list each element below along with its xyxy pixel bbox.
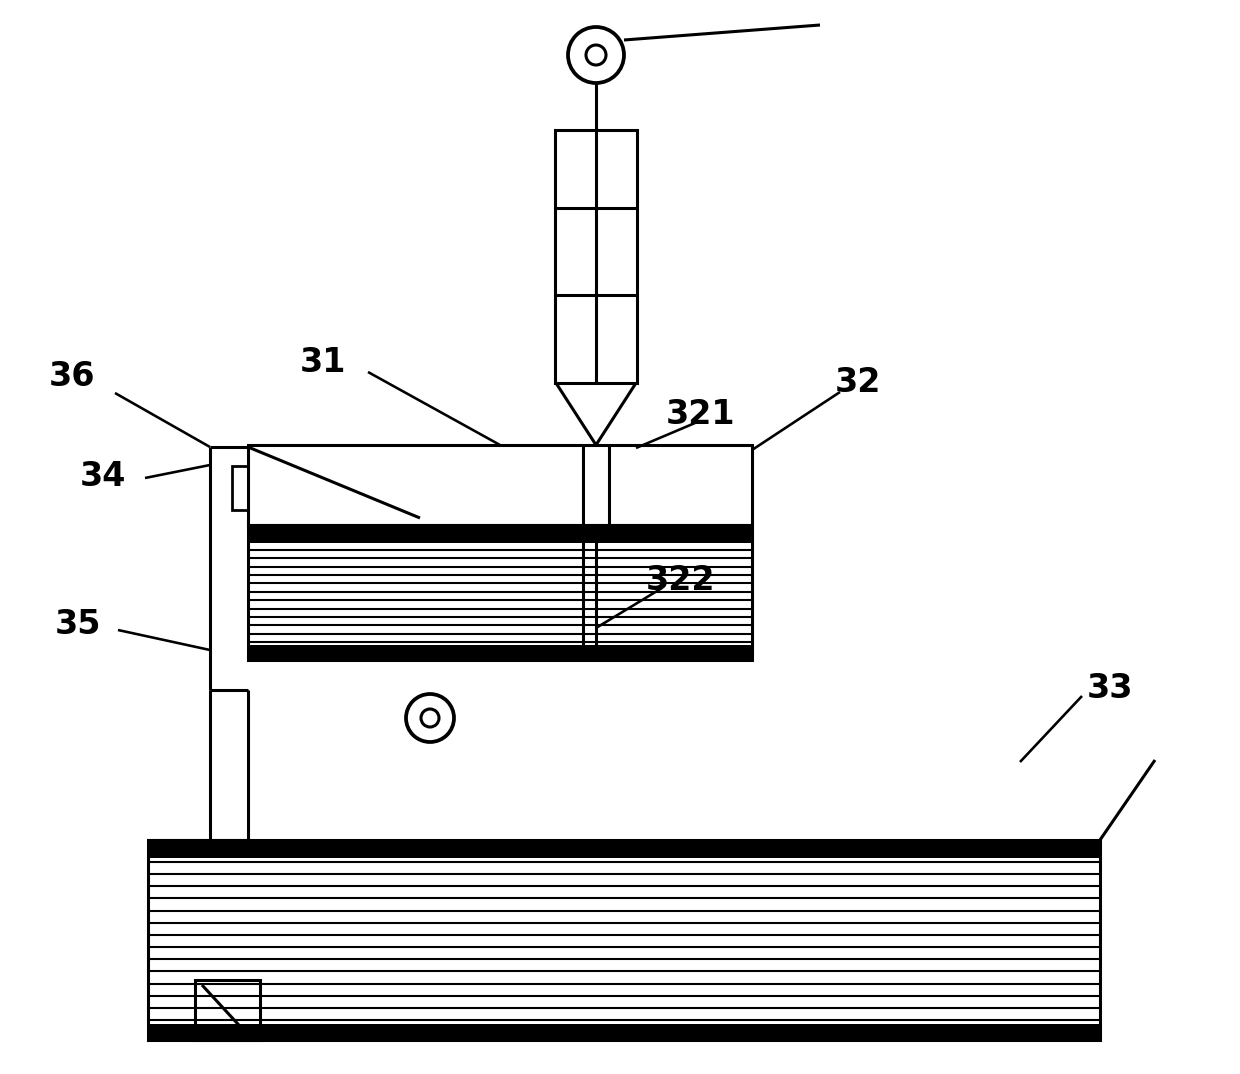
Text: 31: 31 (300, 346, 346, 378)
Bar (195, 979, 260, 1040)
Bar (248, 445, 751, 525)
Text: 33: 33 (1086, 671, 1133, 705)
Bar (148, 840, 1100, 1040)
Bar (556, 130, 637, 383)
Text: 321: 321 (665, 398, 735, 432)
Bar (148, 840, 1100, 858)
Text: 36: 36 (48, 361, 95, 393)
Bar (148, 1024, 1100, 1040)
Bar (248, 525, 751, 661)
Text: 34: 34 (79, 461, 126, 493)
Bar (232, 466, 248, 510)
Text: 35: 35 (55, 609, 102, 641)
Bar (248, 645, 751, 661)
Bar (248, 525, 751, 543)
Text: 32: 32 (835, 366, 882, 400)
Text: 322: 322 (645, 564, 714, 596)
